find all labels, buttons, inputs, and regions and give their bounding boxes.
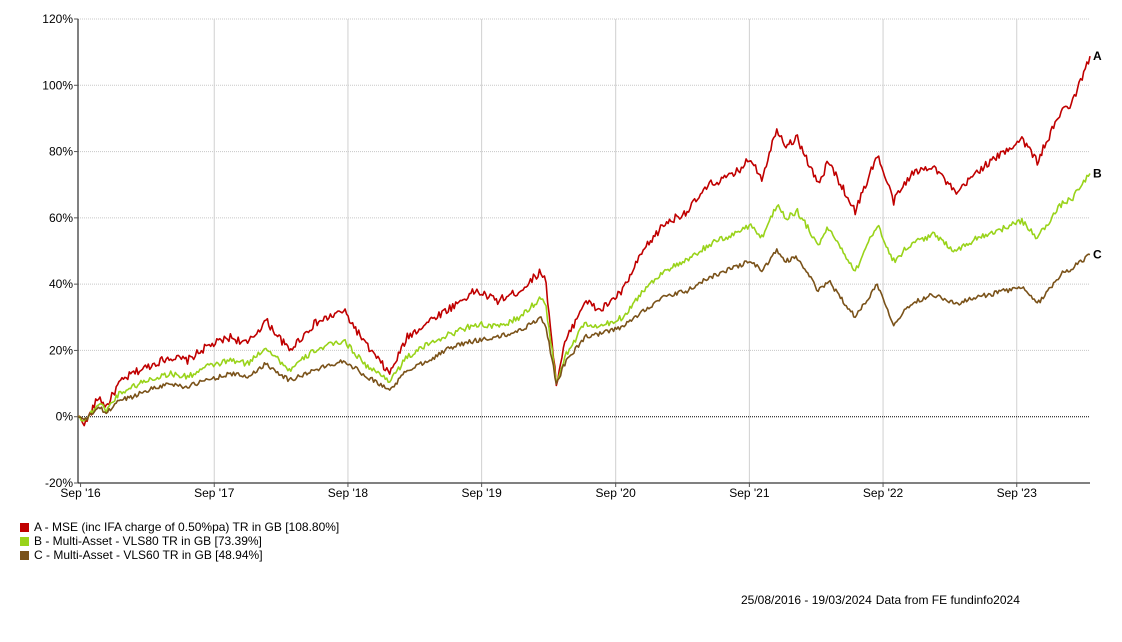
x-tick-label: Sep '16: [60, 486, 101, 500]
legend-swatch-c: [20, 550, 29, 560]
series-end-label-b: B: [1093, 166, 1102, 180]
y-tick-label: 120%: [42, 12, 73, 26]
legend: A - MSE (inc IFA charge of 0.50%pa) TR i…: [20, 520, 339, 562]
source-footer: 25/08/2016 - 19/03/2024 Data from FE fund…: [741, 593, 1024, 607]
legend-label-a: A - MSE (inc IFA charge of 0.50%pa) TR i…: [34, 520, 340, 534]
series-end-labels: A B C: [1093, 49, 1102, 261]
legend-item-b: B - Multi-Asset - VLS80 TR in GB [73.39%…: [20, 534, 339, 548]
y-tick-label: 100%: [42, 78, 73, 92]
date-range: 25/08/2016 - 19/03/2024: [741, 593, 872, 607]
y-tick-label: 20%: [49, 343, 73, 357]
legend-swatch-b: [20, 536, 29, 546]
y-tick-label: 80%: [49, 145, 73, 159]
x-tick-label: Sep '21: [729, 486, 770, 500]
series-lines: [77, 55, 1091, 427]
x-tick-label: Sep '23: [997, 486, 1038, 500]
x-tick-label: Sep '19: [461, 486, 502, 500]
series-line-a: [77, 55, 1091, 427]
performance-line-chart: -20%0%20%40%60%80%100%120% Sep '16 Sep '1…: [42, 12, 1102, 500]
legend-label-b: B - Multi-Asset - VLS80 TR in GB [73.39%…: [34, 534, 262, 548]
y-tick-label: 40%: [49, 277, 73, 291]
x-tick-label: Sep '22: [863, 486, 904, 500]
series-line-b: [77, 173, 1091, 422]
y-tick-label: 0%: [56, 410, 74, 424]
y-tick-label: -20%: [45, 476, 73, 490]
y-axis-ticks: -20% 0% 20% 40% 60% 80% 100% 120%: [42, 12, 78, 490]
series-end-label-c: C: [1093, 248, 1102, 262]
gridlines: [78, 18, 1090, 483]
x-axis-ticks: Sep '16 Sep '17 Sep '18 Sep '19 Sep '20 Sep '…: [60, 483, 1037, 500]
legend-label-c: C - Multi-Asset - VLS60 TR in GB [48.94%…: [34, 548, 263, 562]
y-tick-label: 60%: [49, 211, 73, 225]
legend-item-a: A - MSE (inc IFA charge of 0.50%pa) TR i…: [20, 520, 339, 534]
series-end-label-a: A: [1093, 49, 1102, 63]
x-tick-label: Sep '20: [596, 486, 637, 500]
legend-swatch-a: [20, 522, 29, 532]
legend-item-c: C - Multi-Asset - VLS60 TR in GB [48.94%…: [20, 548, 339, 562]
x-tick-label: Sep '18: [328, 486, 369, 500]
x-tick-label: Sep '17: [194, 486, 235, 500]
series-line-c: [77, 248, 1091, 421]
axes: [77, 19, 1090, 484]
data-source: Data from FE fundinfo2024: [875, 593, 1020, 607]
